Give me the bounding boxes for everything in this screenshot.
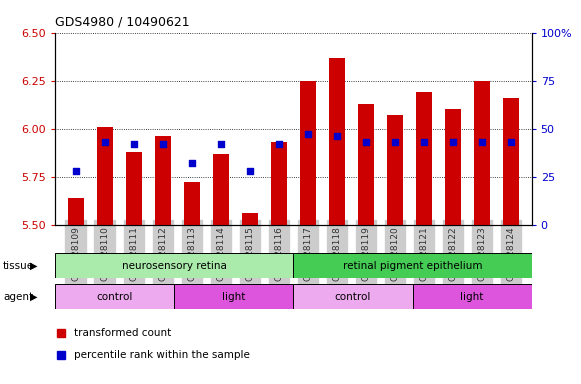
Text: ▶: ▶ [30, 261, 38, 271]
Text: ▶: ▶ [30, 291, 38, 302]
Text: percentile rank within the sample: percentile rank within the sample [74, 350, 250, 360]
Bar [174, 284, 293, 309]
Bar [445, 109, 461, 225]
Point [274, 141, 284, 147]
Text: transformed count: transformed count [74, 328, 171, 338]
Point [478, 139, 487, 145]
Text: light: light [460, 291, 484, 302]
Point [158, 141, 167, 147]
Text: GDS4980 / 10490621: GDS4980 / 10490621 [55, 16, 190, 29]
Bar [416, 92, 432, 225]
Point [390, 139, 400, 145]
Bar [55, 253, 293, 278]
Bar [213, 154, 229, 225]
Bar [503, 98, 519, 225]
Bar [125, 152, 142, 225]
Text: retinal pigment epithelium: retinal pigment epithelium [343, 261, 482, 271]
Point [216, 141, 225, 147]
Bar [96, 127, 113, 225]
Bar [358, 104, 374, 225]
Point [187, 160, 196, 166]
Point [419, 139, 429, 145]
Point [449, 139, 458, 145]
Bar [184, 182, 200, 225]
Text: control: control [96, 291, 133, 302]
Point [361, 139, 371, 145]
Bar [413, 284, 532, 309]
Bar [293, 284, 413, 309]
Bar [155, 136, 171, 225]
Point [507, 139, 516, 145]
Bar [387, 115, 403, 225]
Bar [293, 253, 532, 278]
Point [129, 141, 138, 147]
Bar [474, 81, 490, 225]
Point [71, 168, 80, 174]
Bar [329, 58, 345, 225]
Text: light: light [222, 291, 246, 302]
Text: tissue: tissue [3, 261, 34, 271]
Bar [242, 213, 258, 225]
Point [332, 133, 342, 139]
Point [100, 139, 109, 145]
Text: agent: agent [3, 291, 33, 302]
Bar [271, 142, 287, 225]
Bar [300, 81, 316, 225]
Bar [55, 284, 174, 309]
Point [245, 168, 254, 174]
Point [303, 131, 313, 137]
Text: control: control [335, 291, 371, 302]
Bar [67, 198, 84, 225]
Text: neurosensory retina: neurosensory retina [122, 261, 227, 271]
